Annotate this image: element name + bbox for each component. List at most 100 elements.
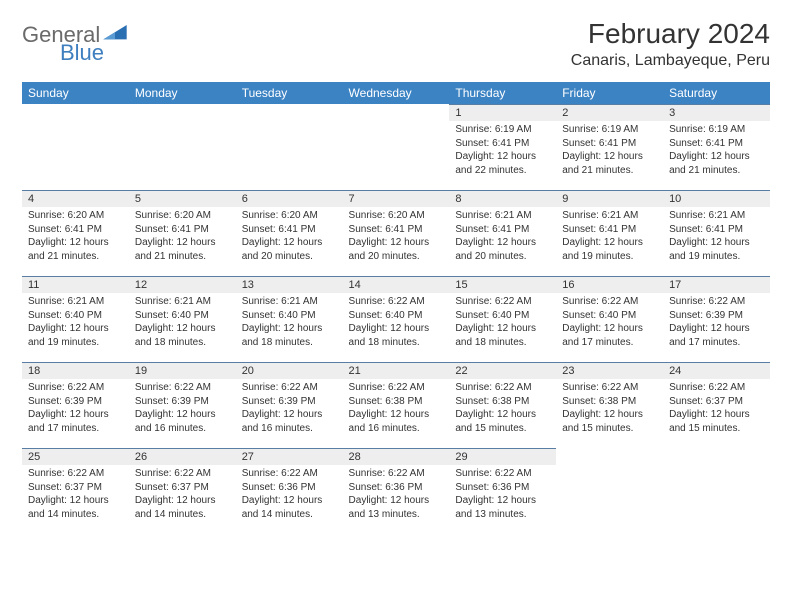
calendar-cell — [556, 448, 663, 534]
day-details: Sunrise: 6:22 AMSunset: 6:37 PMDaylight:… — [22, 465, 129, 525]
calendar-cell: 29Sunrise: 6:22 AMSunset: 6:36 PMDayligh… — [449, 448, 556, 534]
sunrise-text: Sunrise: 6:19 AM — [455, 123, 550, 137]
day-details: Sunrise: 6:21 AMSunset: 6:40 PMDaylight:… — [22, 293, 129, 353]
sunrise-text: Sunrise: 6:22 AM — [455, 295, 550, 309]
sunset-text: Sunset: 6:40 PM — [242, 309, 337, 323]
sunrise-text: Sunrise: 6:20 AM — [135, 209, 230, 223]
sunrise-text: Sunrise: 6:20 AM — [28, 209, 123, 223]
calendar-cell: 16Sunrise: 6:22 AMSunset: 6:40 PMDayligh… — [556, 276, 663, 362]
calendar-cell: 1Sunrise: 6:19 AMSunset: 6:41 PMDaylight… — [449, 104, 556, 190]
day-details: Sunrise: 6:22 AMSunset: 6:38 PMDaylight:… — [343, 379, 450, 439]
day-details: Sunrise: 6:22 AMSunset: 6:36 PMDaylight:… — [343, 465, 450, 525]
sunrise-text: Sunrise: 6:21 AM — [455, 209, 550, 223]
daylight-text: Daylight: 12 hours and 13 minutes. — [349, 494, 444, 521]
daylight-text: Daylight: 12 hours and 14 minutes. — [28, 494, 123, 521]
day-number: 28 — [343, 448, 450, 465]
calendar-cell — [22, 104, 129, 190]
day-details: Sunrise: 6:22 AMSunset: 6:36 PMDaylight:… — [236, 465, 343, 525]
sunrise-text: Sunrise: 6:19 AM — [669, 123, 764, 137]
day-number: 8 — [449, 190, 556, 207]
month-title: February 2024 — [571, 18, 770, 50]
sunrise-text: Sunrise: 6:19 AM — [562, 123, 657, 137]
day-details: Sunrise: 6:21 AMSunset: 6:40 PMDaylight:… — [236, 293, 343, 353]
calendar-cell: 9Sunrise: 6:21 AMSunset: 6:41 PMDaylight… — [556, 190, 663, 276]
daylight-text: Daylight: 12 hours and 14 minutes. — [242, 494, 337, 521]
calendar-cell: 24Sunrise: 6:22 AMSunset: 6:37 PMDayligh… — [663, 362, 770, 448]
calendar-cell: 5Sunrise: 6:20 AMSunset: 6:41 PMDaylight… — [129, 190, 236, 276]
sunset-text: Sunset: 6:41 PM — [28, 223, 123, 237]
sunset-text: Sunset: 6:38 PM — [349, 395, 444, 409]
daylight-text: Daylight: 12 hours and 21 minutes. — [135, 236, 230, 263]
calendar-row: 11Sunrise: 6:21 AMSunset: 6:40 PMDayligh… — [22, 276, 770, 362]
sunrise-text: Sunrise: 6:22 AM — [562, 295, 657, 309]
sunrise-text: Sunrise: 6:22 AM — [455, 381, 550, 395]
daylight-text: Daylight: 12 hours and 18 minutes. — [242, 322, 337, 349]
calendar-cell: 6Sunrise: 6:20 AMSunset: 6:41 PMDaylight… — [236, 190, 343, 276]
day-number: 9 — [556, 190, 663, 207]
calendar-cell: 26Sunrise: 6:22 AMSunset: 6:37 PMDayligh… — [129, 448, 236, 534]
daylight-text: Daylight: 12 hours and 15 minutes. — [669, 408, 764, 435]
sunrise-text: Sunrise: 6:22 AM — [455, 467, 550, 481]
day-details: Sunrise: 6:22 AMSunset: 6:39 PMDaylight:… — [663, 293, 770, 353]
day-details: Sunrise: 6:22 AMSunset: 6:37 PMDaylight:… — [663, 379, 770, 439]
weekday-header: Thursday — [449, 82, 556, 104]
calendar-cell — [663, 448, 770, 534]
day-number: 29 — [449, 448, 556, 465]
daylight-text: Daylight: 12 hours and 16 minutes. — [242, 408, 337, 435]
logo-triangle-icon — [102, 25, 128, 43]
daylight-text: Daylight: 12 hours and 15 minutes. — [455, 408, 550, 435]
day-number: 2 — [556, 104, 663, 121]
day-details: Sunrise: 6:21 AMSunset: 6:41 PMDaylight:… — [556, 207, 663, 267]
day-details: Sunrise: 6:22 AMSunset: 6:38 PMDaylight:… — [449, 379, 556, 439]
day-details: Sunrise: 6:22 AMSunset: 6:38 PMDaylight:… — [556, 379, 663, 439]
sunrise-text: Sunrise: 6:22 AM — [669, 381, 764, 395]
day-number: 3 — [663, 104, 770, 121]
day-number: 21 — [343, 362, 450, 379]
daylight-text: Daylight: 12 hours and 19 minutes. — [562, 236, 657, 263]
day-number — [663, 448, 770, 464]
day-number — [22, 104, 129, 120]
day-details: Sunrise: 6:21 AMSunset: 6:41 PMDaylight:… — [449, 207, 556, 267]
daylight-text: Daylight: 12 hours and 17 minutes. — [562, 322, 657, 349]
daylight-text: Daylight: 12 hours and 18 minutes. — [455, 322, 550, 349]
calendar-cell: 25Sunrise: 6:22 AMSunset: 6:37 PMDayligh… — [22, 448, 129, 534]
day-details: Sunrise: 6:22 AMSunset: 6:39 PMDaylight:… — [236, 379, 343, 439]
sunset-text: Sunset: 6:41 PM — [349, 223, 444, 237]
sunrise-text: Sunrise: 6:20 AM — [349, 209, 444, 223]
sunrise-text: Sunrise: 6:22 AM — [28, 467, 123, 481]
day-number: 12 — [129, 276, 236, 293]
calendar-cell: 10Sunrise: 6:21 AMSunset: 6:41 PMDayligh… — [663, 190, 770, 276]
daylight-text: Daylight: 12 hours and 14 minutes. — [135, 494, 230, 521]
calendar-cell: 2Sunrise: 6:19 AMSunset: 6:41 PMDaylight… — [556, 104, 663, 190]
day-number: 20 — [236, 362, 343, 379]
calendar-cell: 28Sunrise: 6:22 AMSunset: 6:36 PMDayligh… — [343, 448, 450, 534]
daylight-text: Daylight: 12 hours and 18 minutes. — [135, 322, 230, 349]
day-number: 19 — [129, 362, 236, 379]
sunset-text: Sunset: 6:40 PM — [135, 309, 230, 323]
weekday-header: Monday — [129, 82, 236, 104]
daylight-text: Daylight: 12 hours and 17 minutes. — [669, 322, 764, 349]
day-details: Sunrise: 6:19 AMSunset: 6:41 PMDaylight:… — [663, 121, 770, 181]
sunset-text: Sunset: 6:37 PM — [669, 395, 764, 409]
calendar-cell: 19Sunrise: 6:22 AMSunset: 6:39 PMDayligh… — [129, 362, 236, 448]
daylight-text: Daylight: 12 hours and 22 minutes. — [455, 150, 550, 177]
sunset-text: Sunset: 6:41 PM — [562, 137, 657, 151]
sunrise-text: Sunrise: 6:22 AM — [349, 467, 444, 481]
day-number: 24 — [663, 362, 770, 379]
day-details: Sunrise: 6:22 AMSunset: 6:39 PMDaylight:… — [22, 379, 129, 439]
day-number: 15 — [449, 276, 556, 293]
day-details: Sunrise: 6:19 AMSunset: 6:41 PMDaylight:… — [556, 121, 663, 181]
sunset-text: Sunset: 6:41 PM — [562, 223, 657, 237]
daylight-text: Daylight: 12 hours and 21 minutes. — [669, 150, 764, 177]
calendar-table: Sunday Monday Tuesday Wednesday Thursday… — [22, 82, 770, 534]
sunset-text: Sunset: 6:36 PM — [455, 481, 550, 495]
day-details: Sunrise: 6:22 AMSunset: 6:40 PMDaylight:… — [556, 293, 663, 353]
page-header: GeneralBlue February 2024 Canaris, Lamba… — [22, 18, 770, 70]
day-number — [236, 104, 343, 120]
sunset-text: Sunset: 6:36 PM — [242, 481, 337, 495]
sunrise-text: Sunrise: 6:22 AM — [28, 381, 123, 395]
sunrise-text: Sunrise: 6:22 AM — [562, 381, 657, 395]
day-number: 25 — [22, 448, 129, 465]
sunrise-text: Sunrise: 6:21 AM — [242, 295, 337, 309]
calendar-cell: 17Sunrise: 6:22 AMSunset: 6:39 PMDayligh… — [663, 276, 770, 362]
